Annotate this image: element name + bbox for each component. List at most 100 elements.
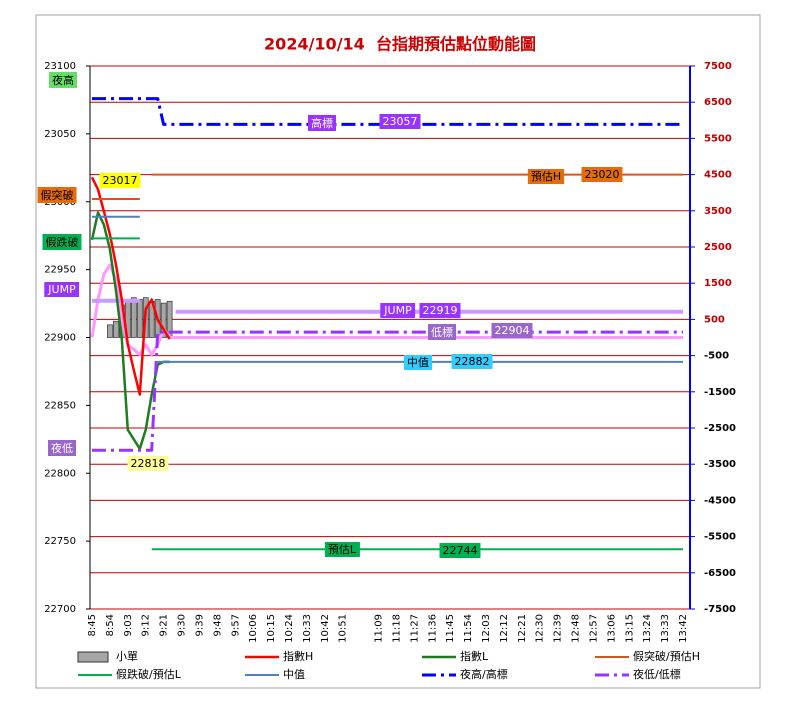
annotation-label: 23017 (103, 174, 138, 187)
x-tick-label: 12:30 (535, 614, 546, 643)
x-tick-label: 9:21 (159, 614, 170, 636)
annotation-box (42, 234, 82, 250)
x-tick-label: 9:48 (212, 614, 223, 636)
y2-tick-label: 7500 (704, 61, 732, 72)
legend-label: 指數H (283, 649, 313, 663)
annotation: 夜高 (49, 72, 77, 88)
annotation-box (439, 543, 481, 558)
x-tick-label: 10:15 (266, 614, 277, 643)
annotation: 夜低 (48, 440, 76, 456)
x-tick-label: 12:39 (553, 614, 564, 643)
x-tick-label: 12:03 (481, 614, 492, 643)
y2-tick-label: -7500 (704, 604, 736, 615)
x-tick-label: 9:30 (177, 614, 188, 636)
annotation-label: 夜低 (51, 441, 73, 455)
annotation-label: 高標 (311, 116, 333, 130)
y-tick-label: 22900 (44, 333, 76, 344)
annotation: JUMP (380, 303, 416, 318)
y2-tick-label: -1500 (704, 387, 736, 398)
y-tick-label: 22800 (44, 468, 76, 479)
x-tick-label: 12:12 (499, 614, 510, 643)
x-tick-label: 9:03 (123, 614, 134, 636)
annotation-label: 23057 (383, 115, 418, 128)
annotation-box (49, 72, 77, 88)
annotation: 高標 (308, 115, 336, 131)
annotation-box (324, 542, 360, 557)
x-tick-label: 13:24 (642, 614, 653, 643)
annotation-box (491, 323, 533, 338)
annotation: 預估H (527, 169, 565, 184)
annotation-label: 22882 (455, 355, 490, 368)
legend-label: 中值 (283, 668, 305, 681)
annotation-label: 23020 (585, 168, 620, 181)
series-line (90, 263, 683, 356)
bar (136, 299, 143, 338)
annotation-box (404, 355, 432, 370)
annotation: 22744 (439, 543, 481, 558)
y2-tick-label: -2500 (704, 423, 736, 434)
legend-label: 假跌破/預估L (116, 667, 182, 681)
series-line (90, 176, 171, 396)
y-tick-label: 23050 (44, 129, 76, 140)
annotation-box (428, 324, 456, 340)
annotation: JUMP (44, 282, 80, 297)
annotation-label: 假跌破 (46, 235, 79, 249)
x-tick-label: 8:45 (87, 614, 98, 636)
y2-tick-label: -5500 (704, 532, 736, 543)
x-tick-label: 12:21 (517, 614, 528, 643)
y2-tick-label: 4500 (704, 170, 732, 181)
y2-tick-label: -6500 (704, 568, 736, 579)
annotation-label: 低標 (431, 325, 453, 339)
bar (107, 324, 113, 338)
legend-label: 指數L (460, 649, 489, 663)
annotation-label: 預估L (328, 543, 357, 556)
annotation-box (48, 440, 76, 456)
annotation-label: 預估H (531, 170, 561, 183)
x-tick-label: 12:57 (588, 614, 599, 643)
annotation: 預估L (324, 542, 360, 557)
annotation-box (419, 303, 461, 318)
y2-tick-label: 3500 (704, 206, 732, 217)
y-tick-label: 22700 (44, 604, 76, 615)
x-tick-label: 13:42 (678, 614, 689, 643)
y2-tick-label: 500 (704, 314, 725, 325)
annotation-label: 22919 (423, 304, 458, 317)
annotation: 22904 (491, 323, 533, 338)
x-tick-label: 9:39 (194, 614, 205, 636)
y2-tick-label: 6500 (704, 97, 732, 108)
x-tick-label: 11:09 (374, 614, 385, 643)
annotation: 23020 (581, 167, 623, 182)
annotation-label: JUMP (383, 304, 412, 317)
x-tick-label: 10:24 (284, 614, 295, 643)
annotation-label: 22904 (495, 324, 530, 337)
annotation: 22919 (419, 303, 461, 318)
x-tick-label: 13:15 (624, 614, 635, 643)
annotation-box (527, 169, 565, 184)
annotation: 中值 (404, 355, 432, 370)
bar (130, 297, 137, 338)
annotation: 假跌破 (42, 234, 82, 250)
series-line (92, 330, 683, 452)
x-tick-label: 13:33 (660, 614, 671, 643)
legend-label: 小單 (116, 650, 138, 663)
annotation-box (451, 354, 493, 369)
legend-label: 假突破/預估H (633, 649, 700, 663)
annotation: 22882 (451, 354, 493, 369)
x-tick-label: 9:57 (230, 614, 241, 636)
y-tick-label: 22950 (44, 265, 76, 276)
annotation-label: 夜高 (52, 73, 74, 87)
annotation-box (99, 173, 141, 188)
x-tick-label: 10:51 (338, 614, 349, 643)
annotation-label: 22744 (443, 544, 478, 557)
annotation: 23017 (99, 173, 141, 188)
x-tick-label: 11:36 (427, 614, 438, 643)
chart-title: 2024/10/14 台指期預估點位動能圖 (264, 35, 536, 54)
legend-label: 夜高/高標 (460, 667, 508, 681)
y2-tick-label: 1500 (704, 278, 732, 289)
annotation-box (44, 282, 80, 297)
legend-label: 夜低/低標 (633, 667, 681, 681)
legend-swatch (77, 651, 109, 663)
annotation-box (127, 456, 169, 471)
annotation-box (581, 167, 623, 182)
bar (160, 302, 167, 338)
